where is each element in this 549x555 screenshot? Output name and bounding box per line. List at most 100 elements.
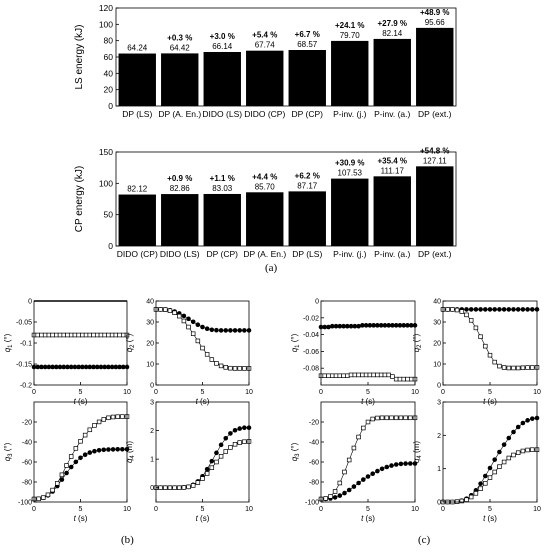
y-axis-label: q4 (m) [412, 441, 423, 463]
square-marker [113, 332, 119, 338]
y-tick-label: 20 [433, 341, 441, 348]
circle-marker [384, 464, 390, 470]
square-marker [36, 496, 41, 502]
square-marker [172, 310, 177, 316]
square-marker [356, 372, 361, 378]
square-marker [393, 415, 399, 421]
square-marker [525, 365, 530, 370]
circle-marker [120, 447, 125, 452]
y-tick-label: -0.06 [303, 349, 319, 356]
square-marker [478, 334, 483, 339]
circle-marker [106, 364, 111, 370]
x-tick-label: DIDO (LS) [160, 249, 200, 259]
square-marker [337, 480, 343, 486]
x-axis-label: t (s) [196, 514, 210, 523]
y-tick-label: 100 [99, 19, 113, 29]
bar-value-label: 82.14 [382, 29, 403, 38]
circle-marker [497, 449, 502, 455]
circle-marker [223, 328, 229, 333]
bar-value-label: 64.42 [170, 43, 191, 52]
square-marker [200, 345, 205, 351]
bar-percent-label: +35.4 % [377, 156, 407, 165]
square-marker [163, 485, 168, 490]
circle-marker [378, 323, 384, 328]
axes-frame [320, 300, 416, 386]
x-axis-label: t (s) [74, 397, 88, 406]
square-marker [367, 372, 373, 378]
square-marker [50, 487, 55, 493]
x-axis-label: t (s) [483, 397, 497, 406]
circle-marker [341, 323, 346, 329]
circle-marker [506, 435, 512, 441]
square-marker [237, 366, 242, 371]
square-marker [158, 307, 163, 312]
square-marker [96, 419, 102, 425]
circle-marker [478, 307, 483, 312]
circle-marker [511, 429, 516, 435]
y-tick-label: 40 [104, 68, 114, 78]
x-axis-label: t (s) [483, 514, 497, 523]
y-tick-label: 40 [433, 299, 441, 306]
y-tick-label: 1 [437, 466, 441, 473]
square-marker [80, 332, 85, 338]
square-marker [382, 372, 388, 378]
y-tick-label: 3 [437, 400, 441, 407]
circle-marker [218, 442, 224, 448]
x-tick-label: DIDO (CP) [244, 109, 285, 119]
square-marker [459, 309, 465, 314]
y-tick-label: 60 [104, 52, 114, 62]
circle-marker [379, 466, 385, 472]
circle-marker [393, 462, 399, 467]
x-tick-label: 0 [32, 506, 36, 513]
square-marker [177, 313, 182, 319]
y-tick-label: 80 [104, 36, 114, 46]
circle-marker [393, 323, 399, 328]
circle-marker [389, 463, 394, 468]
square-marker [333, 373, 339, 379]
square-marker [473, 325, 479, 331]
circle-marker [361, 477, 366, 482]
square-marker [408, 415, 413, 421]
square-marker [371, 372, 376, 378]
bar [203, 193, 241, 246]
square-marker [492, 469, 497, 475]
square-marker [200, 476, 205, 481]
square-marker [375, 415, 380, 421]
bar [416, 166, 454, 246]
circle-marker [520, 307, 526, 312]
circle-marker [367, 323, 373, 328]
square-marker [473, 491, 479, 496]
square-marker [214, 361, 219, 366]
y-tick-label: -0.02 [303, 315, 319, 322]
square-marker [459, 498, 465, 504]
square-marker [464, 497, 469, 502]
x-tick-label: DP (A. En.) [158, 109, 201, 119]
square-marker [228, 365, 233, 371]
circle-marker [57, 364, 63, 370]
circle-marker [209, 327, 215, 333]
circle-marker [390, 323, 395, 328]
x-tick-label: 5 [366, 389, 370, 396]
square-marker [195, 338, 201, 344]
bar-percent-label: +4.4 % [252, 172, 277, 181]
square-marker [370, 416, 375, 422]
x-tick-label: DP (ext.) [418, 249, 452, 259]
circle-marker [464, 307, 469, 312]
x-tick-label: 10 [245, 389, 253, 396]
square-marker [515, 365, 521, 371]
y-tick-label: -80 [309, 480, 319, 487]
axes-frame [155, 300, 250, 386]
bar-percent-label: +1.1 % [210, 174, 235, 183]
circle-marker [322, 324, 328, 330]
bar-value-label: 87.17 [297, 181, 318, 190]
circle-marker [68, 464, 74, 470]
circle-marker [492, 307, 498, 312]
circle-marker [375, 468, 380, 474]
circle-marker [200, 324, 205, 330]
square-marker [204, 471, 210, 476]
square-marker [167, 308, 173, 313]
circle-marker [113, 364, 119, 370]
circle-marker [492, 457, 498, 462]
x-tick-label: 0 [154, 389, 158, 396]
bar [416, 27, 454, 106]
